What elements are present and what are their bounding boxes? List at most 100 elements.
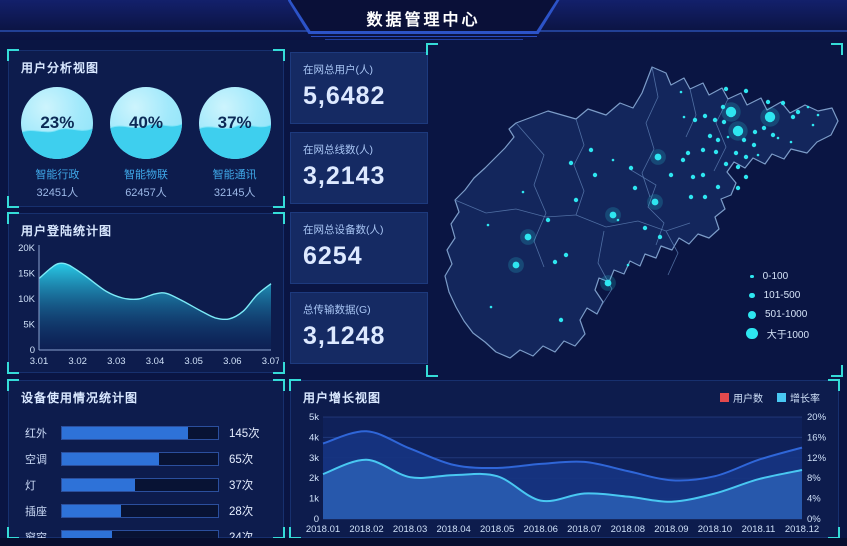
gauge-admin: 23% 智能行政 32451人 (14, 87, 100, 200)
svg-text:2018.03: 2018.03 (393, 524, 427, 535)
svg-text:0: 0 (30, 345, 35, 356)
login-area-chart: 0 5K 10K 15K 20K 3.01 3.02 3.03 3.04 3.05 3.06 3.07 (13, 240, 280, 368)
growth-legend: 用户数 增长率 (720, 390, 820, 405)
header-title-plate (291, 0, 557, 31)
legend-label: 增长率 (790, 394, 820, 405)
gauge-wave (21, 87, 94, 159)
map-legend-item: 大于1000 (746, 324, 809, 343)
stat-card-total-users: 在网总用户(人) 5,6482 (290, 52, 428, 124)
svg-text:3.07: 3.07 (262, 356, 279, 367)
svg-text:3.05: 3.05 (184, 356, 203, 367)
device-bar-track (61, 477, 219, 492)
panel-title-user-growth: 用户增长视图 (303, 391, 382, 405)
device-bar-track (61, 451, 219, 466)
panel-title-login-stats: 用户登陆统计图 (21, 224, 113, 238)
gauge-count: 62457人 (125, 187, 167, 199)
gauge-iot: 40% 智能物联 62457人 (103, 87, 189, 200)
gauge-count: 32451人 (36, 187, 79, 199)
svg-text:15K: 15K (18, 269, 36, 280)
svg-text:16%: 16% (807, 432, 827, 443)
svg-text:2018.06: 2018.06 (524, 524, 558, 535)
stat-card-total-lines: 在网总线数(人) 3,2143 (290, 132, 428, 204)
panel-title-user-analysis: 用户分析视图 (21, 61, 100, 75)
svg-text:5k: 5k (309, 412, 319, 423)
svg-text:8%: 8% (807, 473, 821, 484)
legend-item-users[interactable]: 用户数 (720, 390, 763, 405)
device-label: 红外 (25, 427, 47, 440)
svg-text:20%: 20% (807, 412, 827, 423)
legend-dot-icon (746, 327, 758, 340)
device-bar-fill (62, 504, 122, 517)
gauge-label: 智能行政 (35, 169, 80, 181)
device-label: 插座 (25, 505, 47, 518)
svg-text:4k: 4k (309, 432, 319, 443)
map-legend-label: 0-100 (762, 271, 789, 282)
panel-user-analysis: 用户分析视图 23% 智能行政 32451人 40% 智能物联 62457人 (7, 49, 285, 208)
users-legend-swatch (720, 393, 729, 402)
svg-text:12%: 12% (807, 453, 827, 464)
panel-title-device-usage: 设备使用情况统计图 (21, 391, 139, 405)
svg-text:3.03: 3.03 (107, 356, 126, 367)
svg-text:10K: 10K (18, 294, 36, 305)
svg-text:0%: 0% (807, 514, 821, 525)
svg-text:2018.04: 2018.04 (436, 524, 470, 535)
panel-device-usage: 设备使用情况统计图 红外145次空调65次灯37次插座28次窗帘24次 (7, 379, 285, 544)
stat-card-total-devices: 在网总设备数(人) 6254 (290, 212, 428, 284)
svg-text:2018.12: 2018.12 (785, 524, 819, 535)
legend-dot-icon (749, 292, 755, 299)
map-legend-item: 101-500 (746, 286, 809, 305)
device-value: 28次 (229, 505, 254, 518)
device-label: 空调 (25, 453, 47, 466)
legend-item-rate[interactable]: 增长率 (777, 390, 820, 405)
svg-text:3.02: 3.02 (68, 356, 87, 367)
stat-value: 3,1248 (303, 322, 386, 350)
device-row: 空调 65次 (25, 450, 269, 467)
stat-value: 3,2143 (303, 162, 386, 190)
gauge-row: 23% 智能行政 32451人 40% 智能物联 62457人 37% 智能通讯 (9, 81, 283, 200)
device-value: 145次 (229, 427, 260, 440)
gauge-wave (109, 87, 182, 159)
stat-value: 6254 (303, 242, 363, 270)
liquid-gauge: 23% (21, 87, 94, 159)
legend-dot-icon (750, 274, 754, 279)
gauge-wave (198, 87, 271, 159)
province-map: 0-100 101-500 501-1000 大于1000 (426, 43, 843, 377)
svg-text:2018.09: 2018.09 (654, 524, 688, 535)
svg-text:2018.07: 2018.07 (567, 524, 601, 535)
legend-label: 用户数 (733, 394, 763, 405)
device-bar-fill (62, 426, 189, 439)
gauge-percent: 37% (217, 113, 252, 132)
svg-text:2018.05: 2018.05 (480, 524, 514, 535)
svg-text:1k: 1k (309, 494, 319, 505)
legend-dot-icon (748, 310, 756, 319)
device-bar-fill (62, 478, 136, 491)
svg-text:3.01: 3.01 (30, 356, 49, 367)
stat-label: 在网总线数(人) (303, 144, 373, 156)
svg-text:3.06: 3.06 (223, 356, 242, 367)
header-deco-line-2 (324, 39, 523, 40)
stat-label: 在网总用户(人) (303, 64, 373, 76)
map-legend-item: 501-1000 (746, 305, 809, 324)
rate-legend-swatch (777, 393, 786, 402)
device-bar-track (61, 425, 219, 440)
device-bar-fill (62, 452, 159, 465)
gauge-label: 智能物联 (123, 169, 168, 181)
liquid-gauge: 37% (198, 87, 271, 159)
svg-text:2018.11: 2018.11 (742, 524, 776, 535)
gauge-comm: 37% 智能通讯 32145人 (192, 87, 278, 200)
device-bar-chart: 红外145次空调65次灯37次插座28次窗帘24次 (9, 411, 283, 545)
gauge-percent: 40% (128, 113, 163, 132)
svg-text:3.04: 3.04 (146, 356, 165, 367)
liquid-gauge: 40% (109, 87, 182, 159)
footer-strip (0, 538, 847, 546)
svg-text:2018.02: 2018.02 (349, 524, 383, 535)
map-legend-item: 0-100 (746, 267, 809, 286)
device-label: 灯 (25, 479, 36, 492)
stat-label: 总传输数据(G) (303, 304, 371, 316)
device-value: 37次 (229, 479, 254, 492)
svg-text:2018.10: 2018.10 (698, 524, 732, 535)
device-row: 灯 37次 (25, 476, 269, 493)
svg-text:2k: 2k (309, 473, 319, 484)
gauge-label: 智能通讯 (212, 169, 257, 181)
